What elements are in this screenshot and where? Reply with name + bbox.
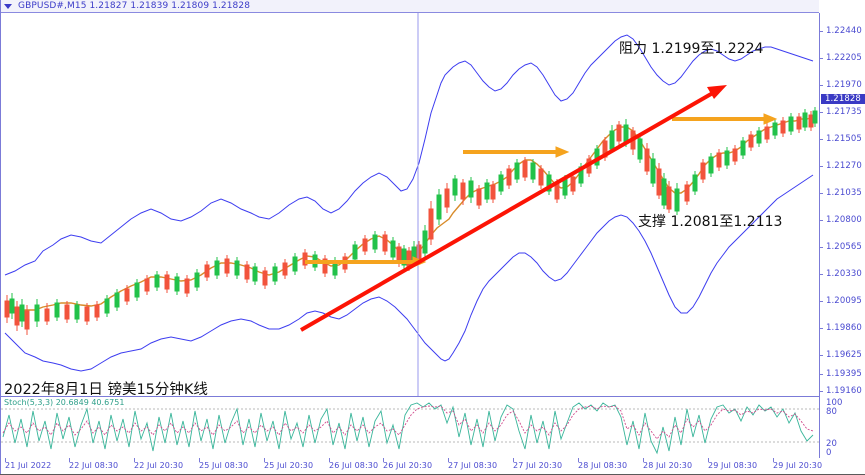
price-chart-pane[interactable]: 阻力 1.2199至1.2224 支撑 1.2081至1.2113 2022年8…	[1, 13, 819, 396]
stoch-tick-label: 0	[826, 448, 832, 458]
price-chart-svg	[4, 13, 818, 396]
symbol-bar[interactable]: GBPUSD#,M15 1.21827 1.21839 1.21809 1.21…	[1, 0, 819, 13]
time-axis[interactable]: 21 Jul 2022 22 Jul 08:30 22 Jul 20:30 25…	[1, 458, 823, 475]
stoch-tick-label: 100	[826, 398, 843, 408]
price-tick-label: 1.20095	[826, 296, 862, 306]
price-tick-label: 1.21270	[826, 161, 862, 171]
time-tick-label: 28 Jul 08:30	[578, 461, 628, 470]
time-tick-label: 26 Jul 08:30	[329, 461, 379, 470]
time-tick-label: 29 Jul 08:30	[708, 461, 758, 470]
price-tick-label: 1.20330	[826, 269, 862, 279]
price-tick-label: 1.21735	[826, 107, 862, 117]
time-tick-label: 21 Jul 2022	[5, 461, 52, 470]
price-tick-label: 1.21505	[826, 134, 862, 144]
price-tick-label: 1.19625	[826, 350, 862, 360]
price-tick-label: 1.19860	[826, 323, 862, 333]
orange-arrow-markers	[305, 113, 778, 268]
time-tick-label: 27 Jul 08:30	[448, 461, 498, 470]
stoch-tick-label: 20	[826, 439, 838, 449]
stochastic-k-line	[2, 402, 814, 455]
time-tick-label: 22 Jul 08:30	[69, 461, 119, 470]
stochastic-svg	[1, 402, 819, 455]
current-price-tag: 1.21828	[821, 94, 865, 104]
price-tick-label: 1.19395	[826, 369, 862, 379]
symbol-quote-label: GBPUSD#,M15 1.21827 1.21839 1.21809 1.21…	[18, 1, 251, 11]
stochastic-axis[interactable]: 100 80 20 0	[819, 396, 865, 458]
time-tick-label: 22 Jul 20:30	[134, 461, 184, 470]
time-tick-label: 25 Jul 08:30	[199, 461, 249, 470]
bollinger-lower-band	[4, 174, 814, 372]
price-tick-label: 1.19160	[826, 386, 862, 396]
time-tick-label: 25 Jul 20:30	[264, 461, 314, 470]
time-tick-label: 29 Jul 20:30	[773, 461, 823, 470]
time-tick-label: 27 Jul 20:30	[513, 461, 563, 470]
stoch-tick-label: 80	[826, 407, 838, 417]
support-annotation: 支撑 1.2081至1.2113	[638, 214, 783, 230]
price-tick-label: 1.21035	[826, 188, 862, 198]
price-axis[interactable]: 1.22440 1.22205 1.21970 1.21735 1.21505 …	[819, 13, 865, 396]
price-tick-label: 1.22440	[826, 26, 862, 36]
price-tick-label: 1.22205	[826, 53, 862, 63]
chart-caption: 2022年8月1日 镑美15分钟K线	[4, 382, 208, 396]
triangle-down-icon[interactable]	[4, 3, 12, 9]
stochastic-pane[interactable]: Stoch(5,3,3) 20.6849 40.6751	[1, 396, 819, 460]
price-tick-label: 1.20800	[826, 215, 862, 225]
window-left-border	[0, 0, 1, 475]
time-tick-label: 26 Jul 20:30	[383, 461, 433, 470]
resistance-annotation: 阻力 1.2199至1.2224	[619, 41, 764, 57]
stochastic-d-line	[2, 405, 814, 440]
time-tick-label: 28 Jul 20:30	[643, 461, 693, 470]
bollinger-upper-band	[4, 34, 814, 276]
price-tick-label: 1.20565	[826, 242, 862, 252]
red-trendline	[300, 85, 727, 332]
indicator-label: Stoch(5,3,3) 20.6849 40.6751	[4, 398, 125, 407]
price-tick-label: 1.21970	[826, 80, 862, 90]
